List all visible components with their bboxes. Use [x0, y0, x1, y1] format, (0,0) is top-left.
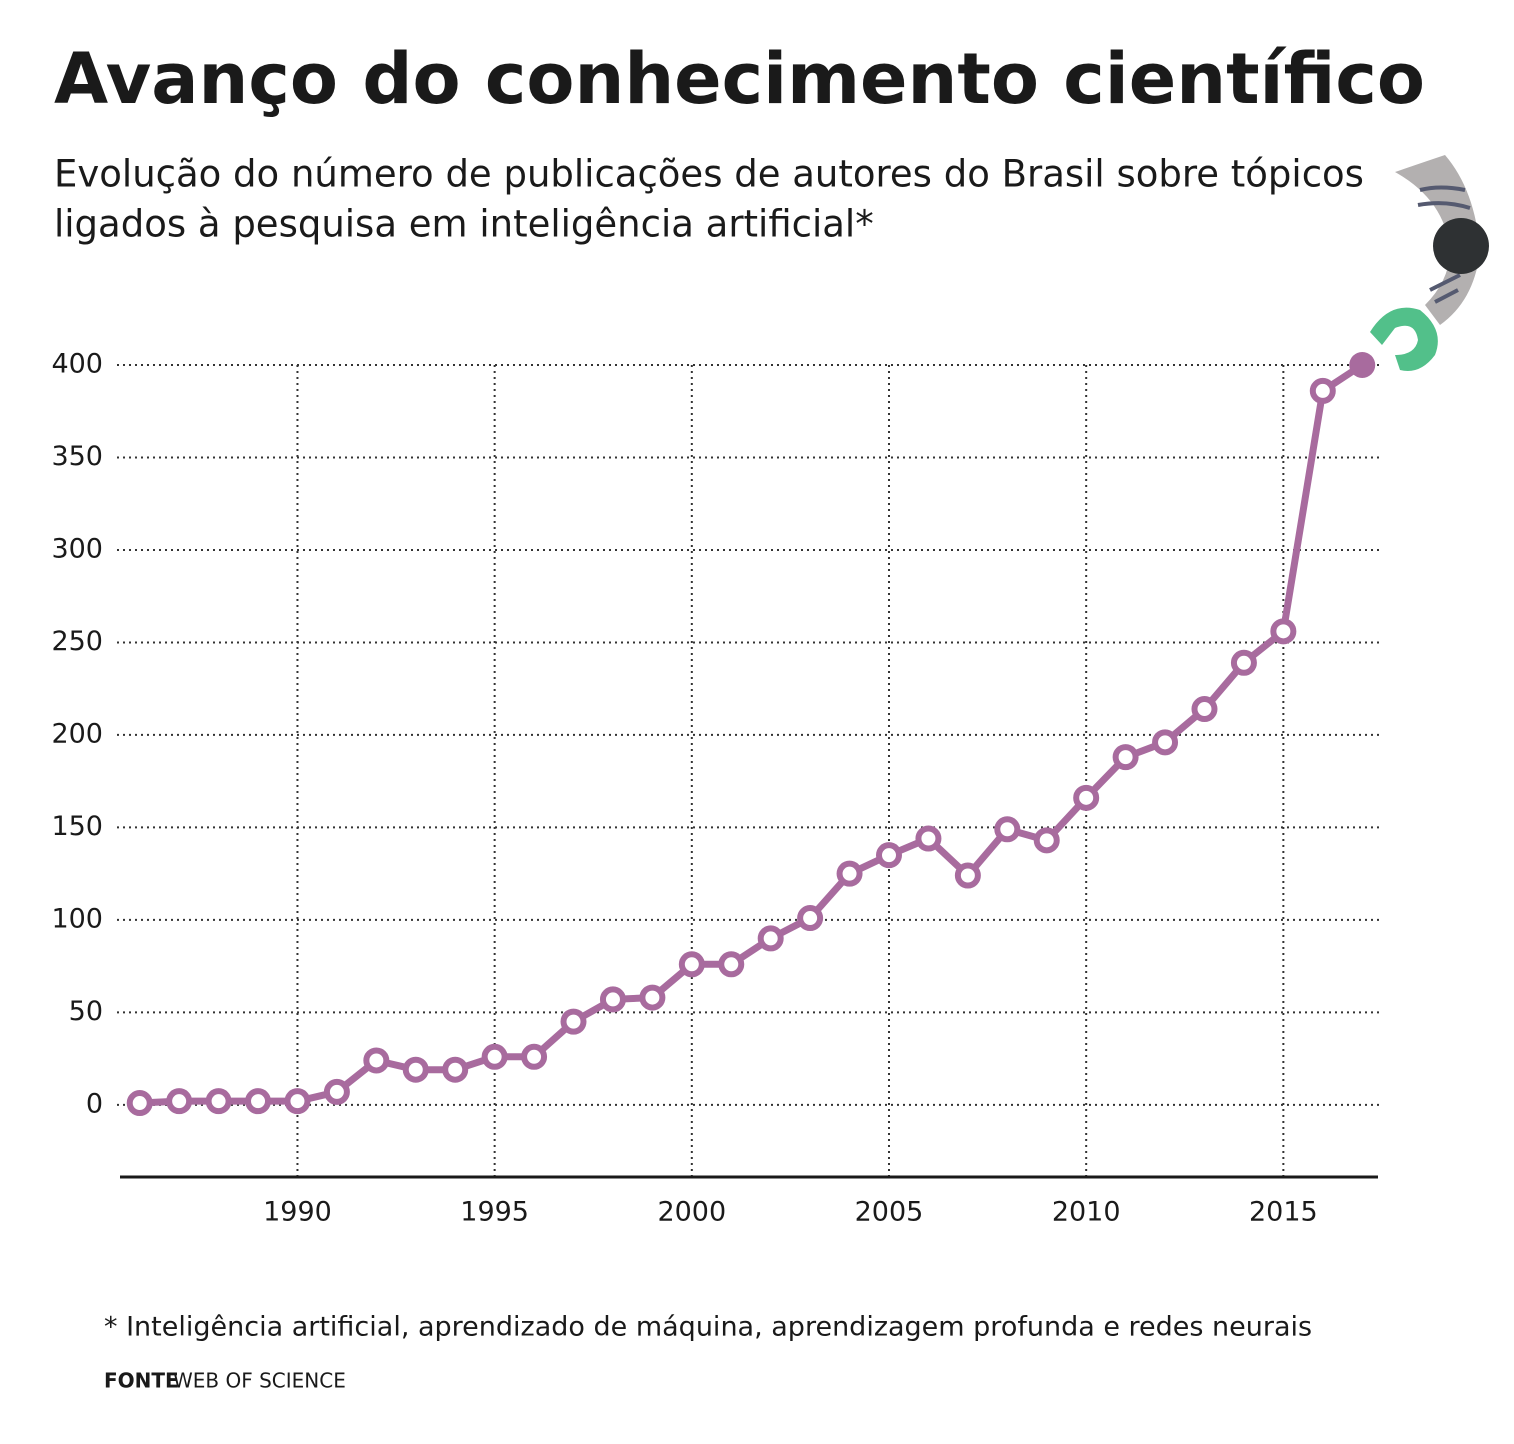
data-point — [323, 1078, 350, 1105]
data-point — [639, 984, 666, 1011]
data-point — [560, 1008, 587, 1035]
source-label: FONTE — [104, 1369, 179, 1393]
data-point — [1349, 351, 1376, 378]
chart-subtitle: ligados à pesquisa em inteligência artif… — [54, 203, 874, 246]
data-point — [126, 1090, 153, 1117]
chart-subtitle: Evolução do número de publicações de aut… — [54, 153, 1364, 196]
data-point — [797, 905, 824, 932]
data-point — [678, 951, 705, 978]
y-tick-label: 50 — [69, 996, 103, 1027]
data-point — [836, 860, 863, 887]
data-point — [718, 951, 745, 978]
x-tick-label: 2000 — [657, 1197, 726, 1228]
y-tick-label: 150 — [51, 811, 103, 842]
data-line — [139, 362, 1365, 1107]
data-point — [1270, 618, 1297, 645]
data-point — [875, 842, 902, 869]
x-tick-label: 2015 — [1249, 1197, 1318, 1228]
data-point — [442, 1056, 469, 1083]
data-point — [402, 1056, 429, 1083]
data-point — [915, 825, 942, 852]
data-point — [1152, 729, 1179, 756]
source: WEB OF SCIENCE — [173, 1369, 346, 1393]
data-point — [166, 1088, 193, 1115]
x-tick-label: 2010 — [1052, 1197, 1121, 1228]
data-point — [1033, 827, 1060, 854]
data-point — [599, 986, 626, 1013]
chart-title: Avanço do conhecimento científico — [54, 38, 1425, 120]
y-tick-label: 300 — [51, 533, 103, 564]
x-tick-label: 1990 — [263, 1197, 332, 1228]
x-tick-label: 1995 — [460, 1197, 529, 1228]
data-point — [481, 1043, 508, 1070]
robot-arm-decoration — [1370, 155, 1489, 371]
y-tick-label: 400 — [51, 348, 103, 379]
data-point — [521, 1043, 548, 1070]
data-point — [245, 1088, 272, 1115]
data-point — [1112, 744, 1139, 771]
y-tick-label: 250 — [51, 626, 103, 657]
y-tick-label: 200 — [51, 718, 103, 749]
data-point — [954, 862, 981, 889]
data-point — [1309, 377, 1336, 404]
y-tick-label: 0 — [86, 1088, 103, 1119]
footnote: * Inteligência artificial, aprendizado d… — [104, 1312, 1312, 1343]
data-point — [1191, 696, 1218, 723]
y-tick-label: 100 — [51, 903, 103, 934]
data-point — [1230, 649, 1257, 676]
x-tick-label: 2005 — [855, 1197, 924, 1228]
data-point — [1073, 784, 1100, 811]
data-point — [757, 925, 784, 952]
y-tick-label: 350 — [51, 441, 103, 472]
data-point — [205, 1088, 232, 1115]
data-point — [363, 1047, 390, 1074]
data-point — [284, 1088, 311, 1115]
data-point — [994, 816, 1021, 843]
